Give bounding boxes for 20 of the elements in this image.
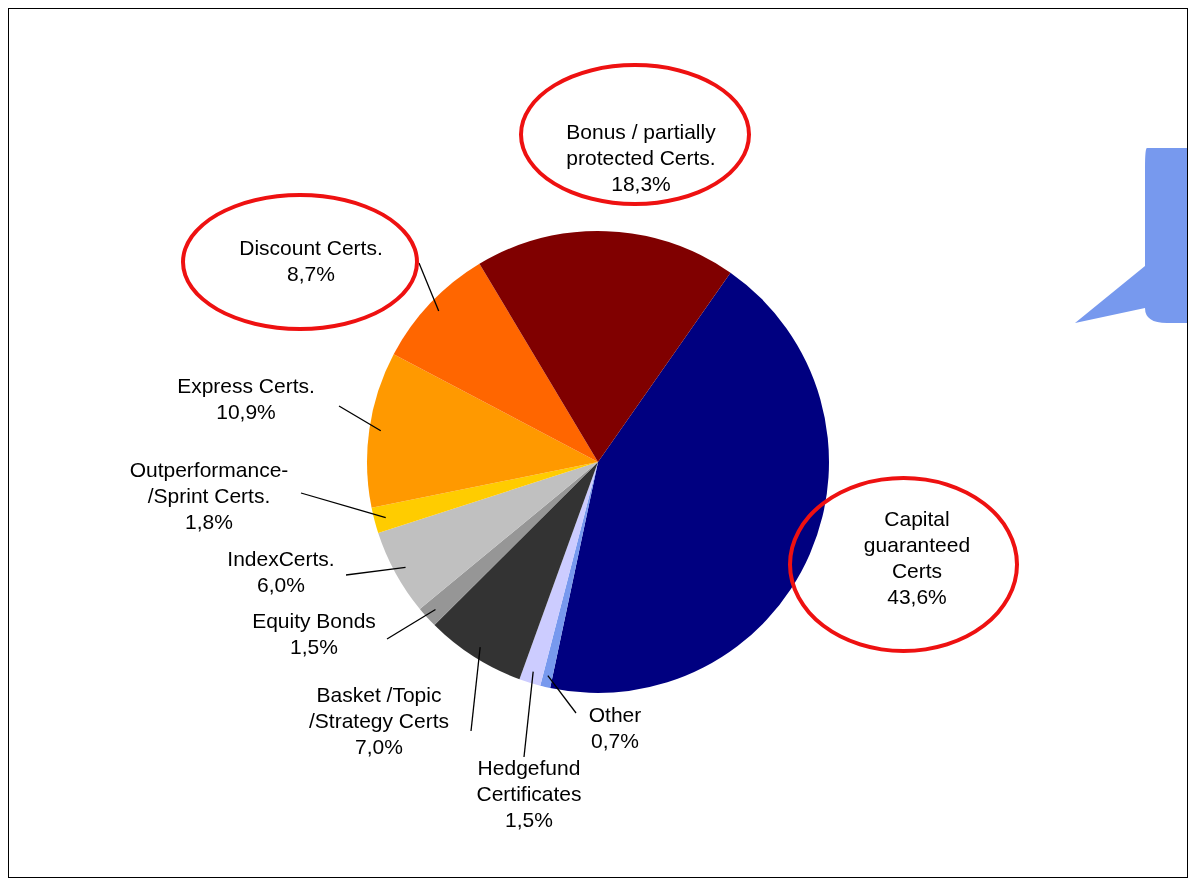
data-label: 7,0% [355, 734, 403, 760]
data-label: 0,7% [591, 728, 639, 754]
data-label: 43,6% [887, 584, 947, 610]
slice-label: Hedgefund Certificates [475, 755, 583, 807]
data-label: 10,9% [216, 399, 276, 425]
slice-label: IndexCerts. [227, 546, 335, 572]
data-label: 1,5% [505, 807, 553, 833]
data-label: 6,0% [257, 572, 305, 598]
data-label: 1,5% [290, 634, 338, 660]
data-label: 1,8% [185, 509, 233, 535]
slice-label: Other [588, 702, 642, 728]
slice-label: Basket /Topic /Strategy Certs [307, 682, 451, 734]
data-label: 8,7% [287, 261, 335, 287]
slice-label: Discount Certs. [239, 235, 383, 261]
slice-label: Express Certs. [177, 373, 315, 399]
data-label: 18,3% [611, 171, 671, 197]
slice-label: Capital guaranteed Certs [862, 506, 972, 584]
slice-label: Equity Bonds [252, 608, 376, 634]
slice-label: Bonus / partially protected Certs. [565, 119, 717, 171]
slice-label: Outperformance- /Sprint Certs. [128, 457, 290, 509]
